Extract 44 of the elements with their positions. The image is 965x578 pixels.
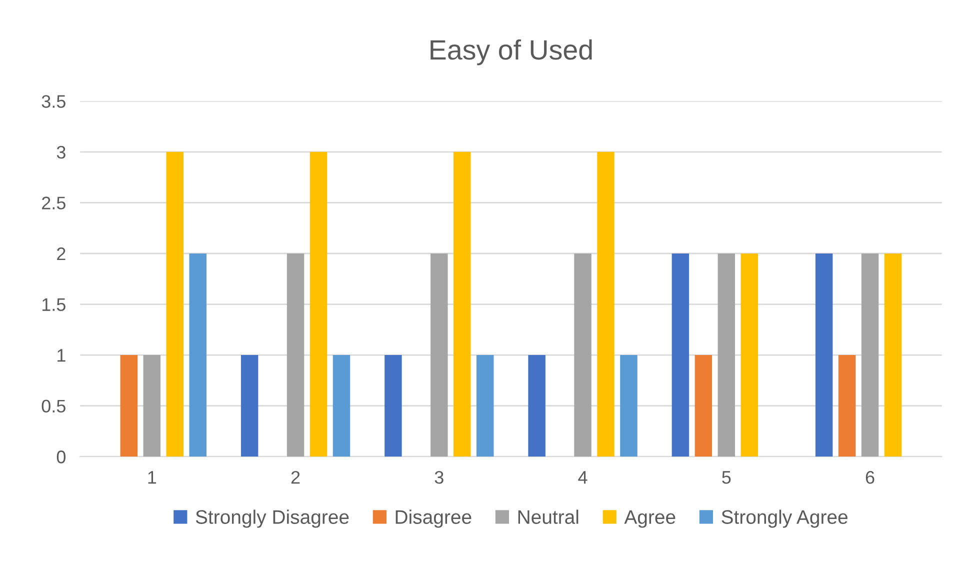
bar bbox=[528, 355, 546, 457]
y-tick-label: 2.5 bbox=[42, 196, 66, 210]
x-tick-label: 2 bbox=[291, 470, 300, 484]
bar bbox=[189, 253, 206, 457]
y-tick-label: 1 bbox=[58, 349, 66, 362]
x-tick-label: 4 bbox=[578, 471, 588, 484]
y-tick-label: 2 bbox=[57, 247, 66, 260]
bar bbox=[574, 253, 592, 457]
bar bbox=[476, 355, 494, 457]
y-tick-label: 1.5 bbox=[42, 298, 66, 311]
bar bbox=[332, 355, 350, 457]
bar bbox=[815, 253, 833, 457]
legend-label: Strongly Agree bbox=[722, 510, 848, 528]
bar bbox=[384, 355, 402, 457]
legend-label: Agree bbox=[624, 510, 676, 528]
y-tick-label: 0 bbox=[56, 450, 66, 464]
bar bbox=[740, 253, 758, 457]
x-tick-label: 5 bbox=[722, 471, 731, 484]
legend-label: Neutral bbox=[518, 510, 578, 524]
x-tick-label: 1 bbox=[148, 471, 156, 484]
y-tick-label: 3.5 bbox=[42, 95, 66, 108]
bar bbox=[861, 253, 879, 457]
y-tick-label: 0.5 bbox=[42, 400, 66, 413]
bar bbox=[240, 355, 258, 457]
bar bbox=[430, 253, 448, 457]
y-tick-label: 3 bbox=[56, 146, 66, 159]
bar bbox=[120, 355, 138, 457]
bar bbox=[884, 253, 902, 457]
x-tick-label: 6 bbox=[866, 470, 874, 484]
bar bbox=[454, 152, 471, 457]
bar bbox=[838, 355, 856, 457]
bar bbox=[620, 355, 638, 457]
chart-title: Easy of Used bbox=[430, 39, 592, 66]
bar bbox=[143, 355, 161, 457]
bar bbox=[718, 253, 736, 457]
x-tick-label: 3 bbox=[434, 470, 444, 484]
bar bbox=[672, 253, 690, 457]
legend-label: Strongly Disagree bbox=[196, 510, 349, 528]
bar bbox=[286, 253, 304, 457]
bar bbox=[694, 355, 712, 457]
bar bbox=[166, 152, 184, 457]
legend-label: Disagree bbox=[396, 510, 472, 528]
bar bbox=[597, 152, 614, 457]
bar bbox=[310, 152, 328, 457]
